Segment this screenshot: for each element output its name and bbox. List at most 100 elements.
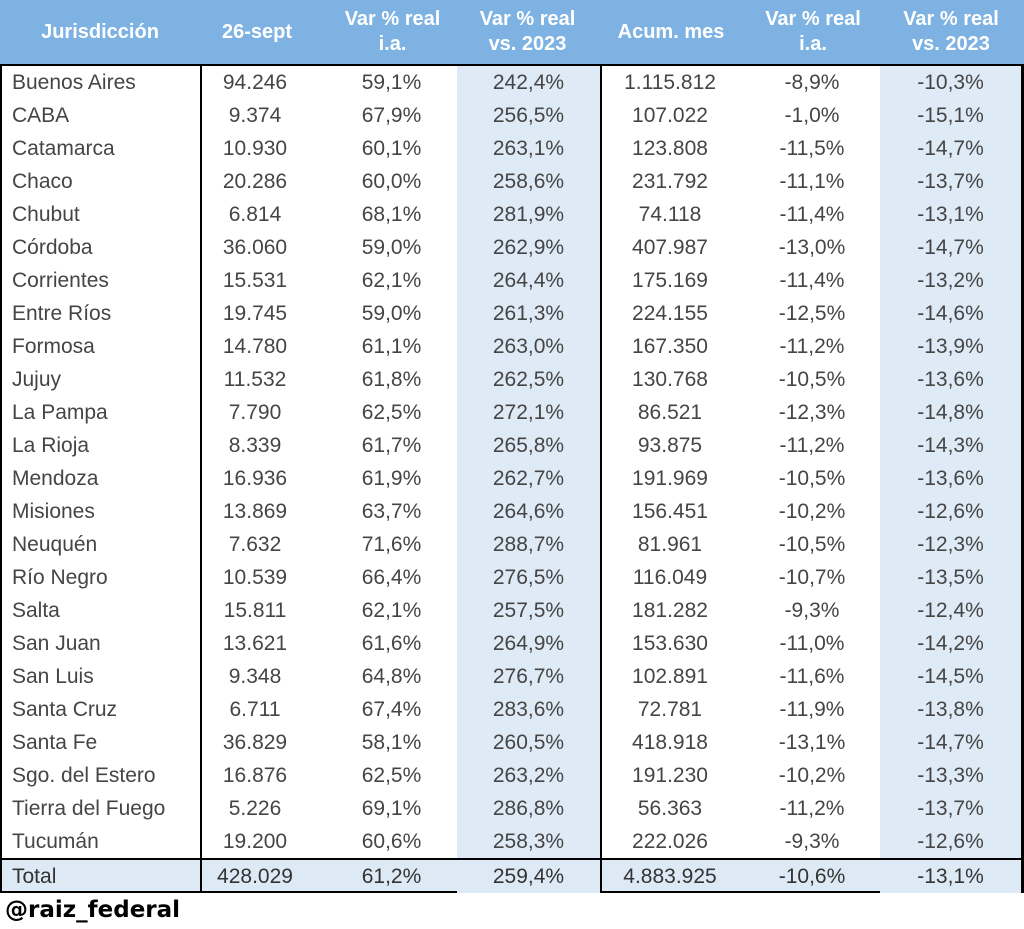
table-row: San Luis 9.348 64,8% 276,7% 102.891 -11,6% -14…	[2, 660, 1021, 693]
table-row: Entre Ríos 19.745 59,0% 261,3% 224.155 -12,5%…	[2, 297, 1021, 330]
value-cell: 130.768	[632, 368, 708, 391]
jurisdiction-cell: La Rioja	[2, 429, 202, 462]
value-cell: 14.780	[222, 335, 288, 358]
table-row: Tucumán 19.200 60,6% 258,3% 222.026 -9,3% -12,…	[2, 825, 1021, 858]
value-cell: -14,3%	[880, 429, 1021, 462]
value-cell: 61,1%	[361, 335, 422, 358]
jurisdiction-cell: Misiones	[2, 495, 202, 528]
value-cell: 256,5%	[457, 99, 602, 132]
value-cell: 60,6%	[361, 830, 422, 853]
value-cell: 263,0%	[457, 330, 602, 363]
value-cell: -12,6%	[880, 495, 1021, 528]
value-cell: 5.226	[228, 797, 282, 820]
value-cell: -10,5%	[778, 533, 846, 556]
jurisdiction-cell: Santa Fe	[2, 726, 202, 759]
value-cell: -10,2%	[778, 764, 846, 787]
value-cell: -10,3%	[880, 66, 1021, 99]
value-cell: 6.711	[229, 698, 281, 721]
table-row: Neuquén 7.632 71,6% 288,7% 81.961 -10,5% -12,3…	[2, 528, 1021, 561]
value-cell: 59,1%	[361, 71, 422, 94]
jurisdiction-cell: Formosa	[2, 330, 202, 363]
value-cell: -11,4%	[779, 269, 845, 292]
table-row: Santa Cruz 6.711 67,4% 283,6% 72.781 -11,9% -1…	[2, 693, 1021, 726]
col-header-acum-mes: Acum. mes	[617, 20, 725, 43]
jurisdiction-cell: Neuquén	[2, 528, 202, 561]
table-row: Tierra del Fuego 5.226 69,1% 286,8% 56.363 -1…	[2, 792, 1021, 825]
total-row: Total 428.029 61,2% 259,4% 4.883.925 -10,6% -1…	[2, 858, 1021, 893]
value-cell: 262,5%	[457, 363, 602, 396]
value-cell: 107.022	[632, 104, 708, 127]
value-cell: 224.155	[632, 302, 708, 325]
value-cell: -10,7%	[778, 566, 846, 589]
jurisdiction-cell: Río Negro	[2, 561, 202, 594]
value-cell: 418.918	[632, 731, 708, 754]
value-cell: 276,5%	[457, 561, 602, 594]
table-row: Río Negro 10.539 66,4% 276,5% 116.049 -10,7% -…	[2, 561, 1021, 594]
value-cell: -14,5%	[880, 660, 1021, 693]
value-cell: 286,8%	[457, 792, 602, 825]
table-row: Mendoza 16.936 61,9% 262,7% 191.969 -10,5% -13…	[2, 462, 1021, 495]
value-cell: 86.521	[637, 401, 703, 424]
value-cell: -13,1%	[880, 198, 1021, 231]
jurisdiction-cell: San Luis	[2, 660, 202, 693]
value-cell: 10.539	[222, 566, 288, 589]
value-cell: 62,1%	[361, 269, 422, 292]
value-cell: 69,1%	[361, 797, 422, 820]
col-header-dia-26-sept: 26-sept	[221, 20, 293, 43]
value-cell: 19.200	[222, 830, 288, 853]
watermark: @raiz_federal	[0, 893, 1024, 927]
data-table: Jurisdicción 26-sept Var % real i.a. Var % r…	[0, 0, 1024, 893]
value-cell: 263,1%	[457, 132, 602, 165]
value-cell: 62,1%	[361, 599, 422, 622]
value-cell: 56.363	[637, 797, 703, 820]
value-cell: 407.987	[632, 236, 708, 259]
value-cell: -10,2%	[778, 500, 846, 523]
jurisdiction-cell: Chubut	[2, 198, 202, 231]
table-row: Formosa 14.780 61,1% 263,0% 167.350 -11,2% -13…	[2, 330, 1021, 363]
value-cell: 167.350	[632, 335, 708, 358]
value-cell: 67,9%	[361, 104, 422, 127]
value-cell: 59,0%	[361, 236, 422, 259]
value-cell: 61,2%	[361, 865, 422, 888]
jurisdiction-cell: Córdoba	[2, 231, 202, 264]
value-cell: -12,5%	[778, 302, 846, 325]
value-cell: 102.891	[632, 665, 708, 688]
value-cell: 66,4%	[361, 566, 422, 589]
value-cell: -14,6%	[880, 297, 1021, 330]
value-cell: 153.630	[632, 632, 708, 655]
value-cell: 264,6%	[457, 495, 602, 528]
value-cell: 242,4%	[457, 66, 602, 99]
value-cell: -12,3%	[880, 528, 1021, 561]
value-cell: 276,7%	[457, 660, 602, 693]
value-cell: 263,2%	[457, 759, 602, 792]
value-cell: 262,9%	[457, 231, 602, 264]
table-row: Córdoba 36.060 59,0% 262,9% 407.987 -13,0% -14…	[2, 231, 1021, 264]
value-cell: -10,5%	[778, 368, 846, 391]
value-cell: -13,5%	[880, 561, 1021, 594]
jurisdiction-cell: Tierra del Fuego	[2, 792, 202, 825]
value-cell: -11,6%	[779, 665, 845, 688]
value-cell: 222.026	[632, 830, 708, 853]
value-cell: 272,1%	[457, 396, 602, 429]
value-cell: 36.060	[222, 236, 288, 259]
value-cell: 59,0%	[361, 302, 422, 325]
value-cell: -11,2%	[779, 434, 845, 457]
value-cell: -14,7%	[880, 132, 1021, 165]
value-cell: 264,4%	[457, 264, 602, 297]
value-cell: 7.790	[228, 401, 282, 424]
value-cell: 283,6%	[457, 693, 602, 726]
value-cell: -13,1%	[778, 731, 846, 754]
table-body: Buenos Aires 94.246 59,1% 242,4% 1.115.812 -8…	[0, 64, 1024, 893]
value-cell: 8.339	[228, 434, 282, 457]
table-row: Jujuy 11.532 61,8% 262,5% 130.768 -10,5% -13,6…	[2, 363, 1021, 396]
value-cell: 10.930	[222, 137, 288, 160]
value-cell: -11,9%	[779, 698, 845, 721]
value-cell: 261,3%	[457, 297, 602, 330]
value-cell: -11,0%	[779, 632, 845, 655]
value-cell: 16.936	[222, 467, 288, 490]
value-cell: 11.532	[223, 368, 287, 391]
value-cell: 258,3%	[457, 825, 602, 858]
table-row: CABA 9.374 67,9% 256,5% 107.022 -1,0% -15,1%	[2, 99, 1021, 132]
value-cell: -15,1%	[880, 99, 1021, 132]
value-cell: 181.282	[632, 599, 708, 622]
